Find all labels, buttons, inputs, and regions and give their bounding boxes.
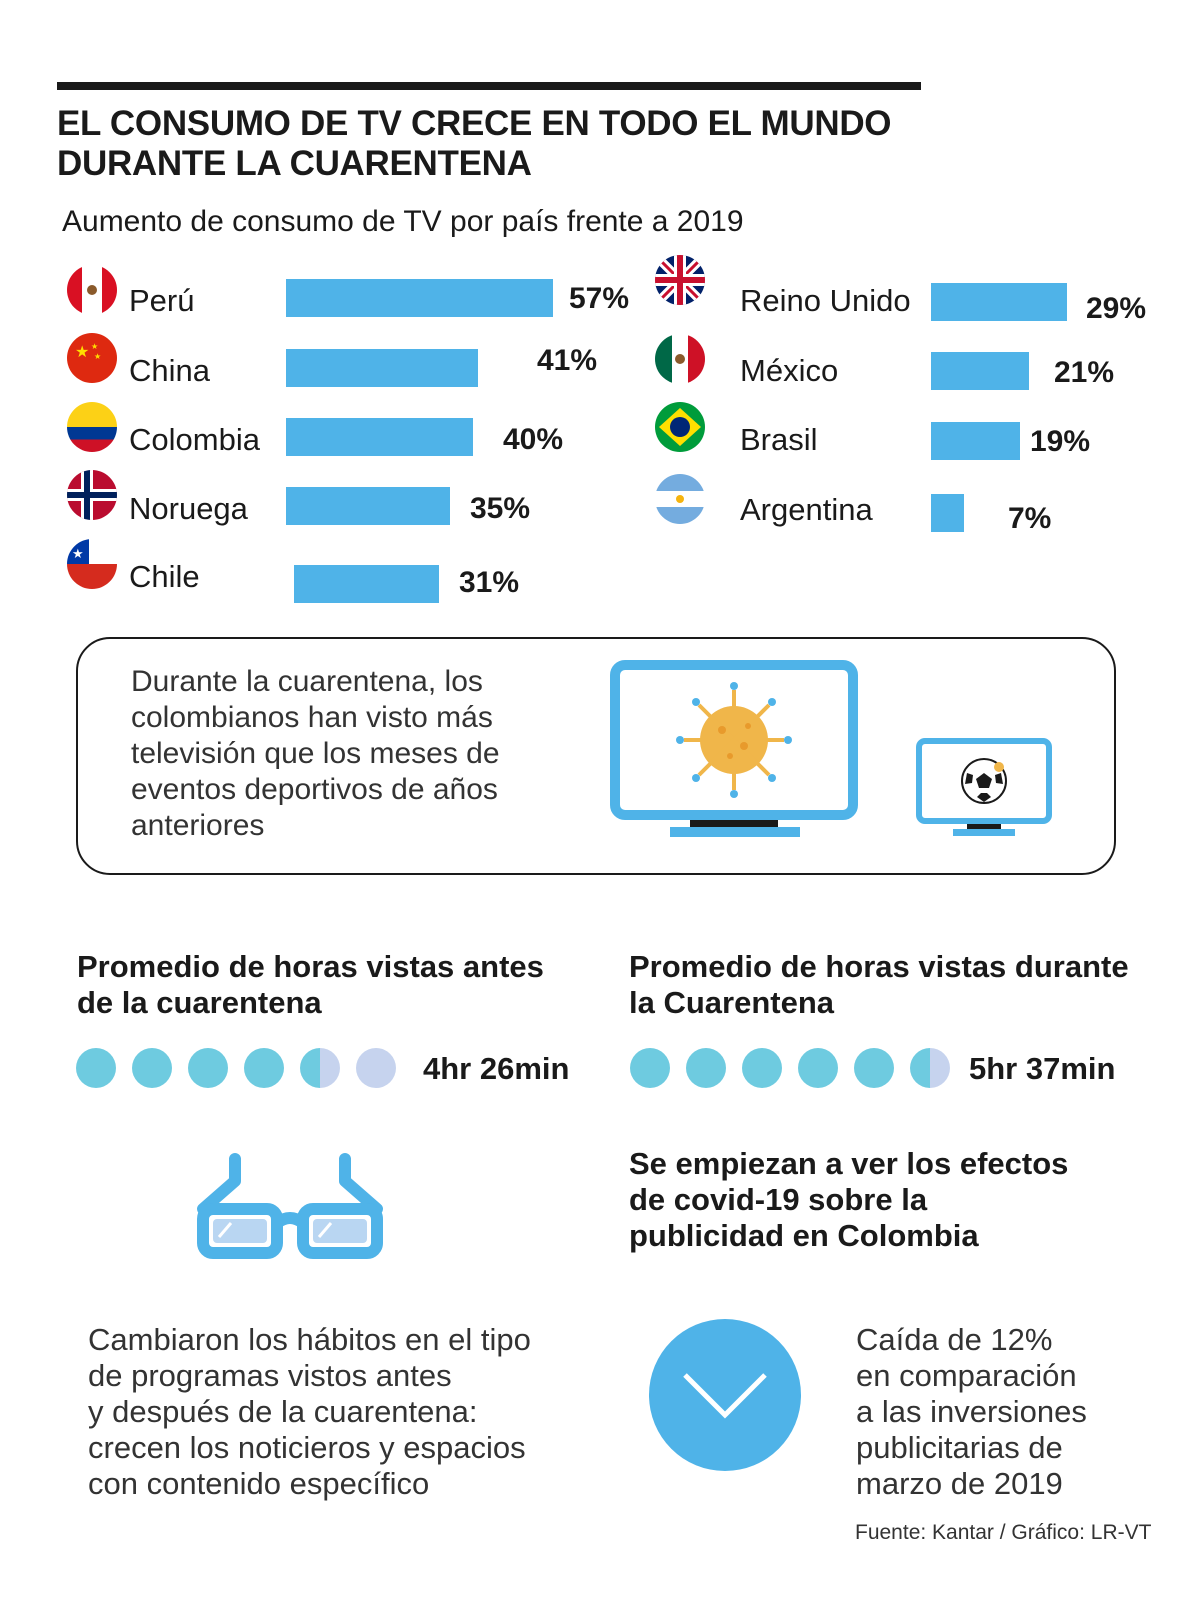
glasses-icon [197, 1153, 383, 1259]
norway-flag-icon [67, 470, 117, 520]
habits-text: Cambiaron los hábitos en el tipo de prog… [88, 1322, 531, 1502]
hour-dot [76, 1048, 116, 1088]
bar-china [286, 349, 478, 387]
hour-dot [244, 1048, 284, 1088]
effects-heading: Se empiezan a ver los efectos de covid-1… [629, 1146, 1068, 1254]
hour-dot [356, 1048, 396, 1088]
drop-line-2: en comparación [856, 1358, 1077, 1393]
peru-flag-icon [67, 265, 117, 315]
bar-chile [294, 565, 439, 603]
bar-argentina [931, 494, 964, 532]
bar-peru [286, 279, 553, 317]
country-label-reino-unido: Reino Unido [740, 283, 911, 318]
info-box [76, 637, 1116, 875]
colombia-flag-icon [67, 402, 117, 452]
chevron-down-icon [649, 1319, 801, 1471]
svg-text:★: ★ [94, 352, 101, 361]
china-flag-icon: ★ ★ ★ [67, 333, 117, 383]
bar-reino-unido [931, 283, 1067, 321]
value-label-brasil: 19% [1030, 425, 1091, 458]
argentina-flag-icon [655, 474, 705, 524]
value-label-reino-unido: 29% [1086, 292, 1147, 325]
title-line-1: EL CONSUMO DE TV CRECE EN TODO EL MUNDO [57, 104, 892, 143]
hour-dot [798, 1048, 838, 1088]
effects-heading-line-1: Se empiezan a ver los efectos [629, 1146, 1069, 1181]
hour-dot [132, 1048, 172, 1088]
habits-line-1: Cambiaron los hábitos en el tipo [88, 1322, 531, 1357]
country-label-brasil: Brasil [740, 422, 818, 457]
hour-dot [188, 1048, 228, 1088]
value-label-argentina: 7% [1008, 502, 1052, 535]
svg-text:★: ★ [91, 342, 98, 351]
effects-heading-line-2: de covid-19 sobre la [629, 1182, 928, 1217]
effects-heading-line-3: publicidad en Colombia [629, 1218, 979, 1253]
hour-dot [742, 1048, 782, 1088]
country-label-mexico: México [740, 353, 839, 388]
value-label-noruega: 35% [470, 492, 531, 525]
top-rule [57, 82, 921, 90]
chile-flag-icon: ★ [67, 539, 117, 589]
during-heading-line-2: la Cuarentena [629, 985, 835, 1020]
before-heading-line-1: Promedio de horas vistas antes [77, 949, 544, 984]
hour-dot [854, 1048, 894, 1088]
before-hours-value: 4hr 26min [423, 1051, 570, 1086]
habits-line-4: crecen los noticieros y espacios [88, 1430, 526, 1465]
country-label-china: China [129, 353, 210, 388]
habits-line-2: de programas vistos antes [88, 1358, 452, 1393]
brazil-flag-icon [655, 402, 705, 452]
info-box-text: Durante la cuarentena, los colombianos h… [131, 665, 500, 842]
uk-flag-icon [655, 255, 705, 305]
svg-text:★: ★ [75, 342, 89, 361]
bar-brasil [931, 422, 1020, 460]
mexico-flag-icon [655, 334, 705, 384]
value-label-mexico: 21% [1054, 356, 1115, 389]
hour-dot [630, 1048, 670, 1088]
during-heading: Promedio de horas vistas durante la Cuar… [629, 949, 1129, 1021]
source-note: Fuente: Kantar / Gráfico: LR-VT [855, 1521, 1152, 1544]
before-heading-line-2: de la cuarentena [77, 985, 322, 1020]
drop-text: Caída de 12% en comparación a las invers… [856, 1322, 1087, 1502]
drop-line-4: publicitarias de [856, 1430, 1063, 1465]
during-hours-value: 5hr 37min [969, 1051, 1116, 1086]
before-heading: Promedio de horas vistas antes de la cua… [77, 949, 544, 1021]
page-title: EL CONSUMO DE TV CRECE EN TODO EL MUNDO … [57, 104, 957, 184]
value-label-china: 41% [537, 344, 598, 377]
chart-title: Aumento de consumo de TV por país frente… [62, 205, 744, 238]
during-heading-line-1: Promedio de horas vistas durante [629, 949, 1129, 984]
hour-dot [300, 1048, 340, 1088]
bar-mexico [931, 352, 1029, 390]
value-label-chile: 31% [459, 566, 520, 599]
hour-dot [910, 1048, 950, 1088]
bar-noruega [286, 487, 450, 525]
value-label-colombia: 40% [503, 423, 564, 456]
country-label-argentina: Argentina [740, 492, 873, 527]
drop-line-3: a las inversiones [856, 1394, 1087, 1429]
title-line-2: DURANTE LA CUARENTENA [57, 144, 532, 183]
country-label-colombia: Colombia [129, 422, 260, 457]
habits-line-3: y después de la cuarentena: [88, 1394, 478, 1429]
country-label-peru: Perú [129, 283, 195, 318]
hour-dot [686, 1048, 726, 1088]
drop-line-1: Caída de 12% [856, 1322, 1053, 1357]
habits-line-5: con contenido específico [88, 1466, 430, 1501]
tv-virus-icon [610, 660, 858, 837]
svg-text:★: ★ [72, 547, 84, 562]
value-label-peru: 57% [569, 282, 630, 315]
bar-colombia [286, 418, 473, 456]
country-label-chile: Chile [129, 559, 200, 594]
country-label-noruega: Noruega [129, 491, 248, 526]
tv-football-icon [916, 738, 1052, 836]
drop-line-5: marzo de 2019 [856, 1466, 1063, 1501]
